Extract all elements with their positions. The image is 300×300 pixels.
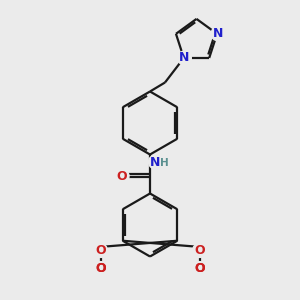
Circle shape <box>159 157 170 168</box>
Text: H: H <box>160 158 169 168</box>
Text: N: N <box>150 155 161 169</box>
Text: O: O <box>194 262 205 275</box>
Text: N: N <box>213 27 223 40</box>
Circle shape <box>178 51 191 65</box>
Circle shape <box>193 244 206 257</box>
Circle shape <box>94 262 107 275</box>
Text: O: O <box>95 244 106 257</box>
Text: O: O <box>95 262 106 275</box>
Circle shape <box>148 155 162 169</box>
Circle shape <box>211 27 225 41</box>
Text: N: N <box>179 52 190 64</box>
Circle shape <box>193 262 206 275</box>
Text: O: O <box>95 262 106 275</box>
Circle shape <box>115 169 129 183</box>
Text: O: O <box>117 169 128 183</box>
Circle shape <box>94 244 107 257</box>
Text: O: O <box>194 262 205 275</box>
Text: O: O <box>194 244 205 257</box>
